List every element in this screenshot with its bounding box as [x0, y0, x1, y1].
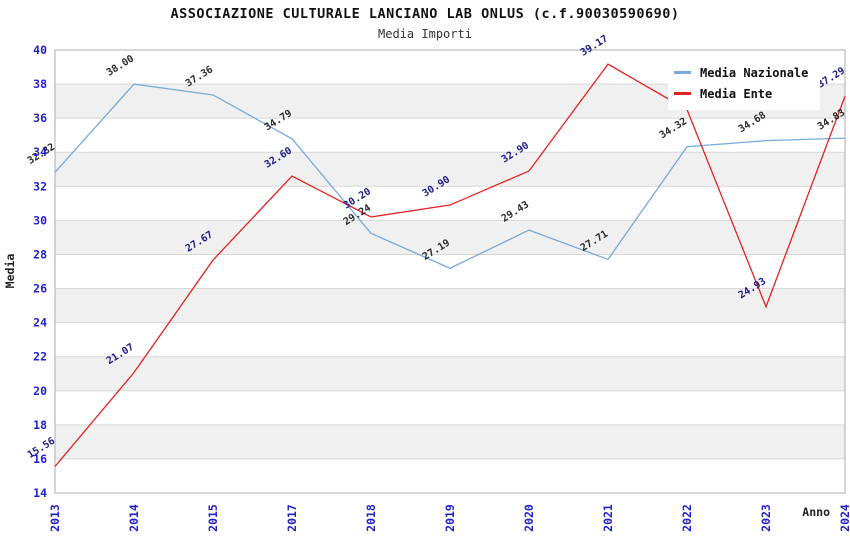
y-tick-label: 24 — [33, 316, 47, 330]
point-label-nazionale-2022: 34.32 — [658, 116, 689, 141]
series-line-media-nazionale — [54, 83, 846, 269]
point-label-nazionale-2014: 38.00 — [105, 53, 136, 78]
y-tick-label: 36 — [33, 111, 47, 125]
grid-band — [55, 288, 845, 323]
y-tick-label: 26 — [33, 282, 47, 296]
y-tick-label: 40 — [33, 43, 47, 57]
y-tick-label: 22 — [33, 350, 47, 364]
grid-band — [55, 220, 845, 255]
legend-swatch-ente-icon — [674, 92, 691, 95]
y-tick-label: 30 — [33, 213, 47, 227]
legend-label-ente: Media Ente — [700, 86, 773, 101]
x-tick-label: 2021 — [601, 504, 615, 532]
x-tick-label: 2020 — [522, 504, 536, 532]
y-tick-label: 32 — [33, 179, 47, 193]
legend: Media Nazionale Media Ente — [668, 58, 820, 110]
x-tick-label: 2015 — [206, 504, 220, 532]
x-tick-label: 2019 — [443, 504, 457, 532]
x-tick-label: 2018 — [364, 504, 378, 532]
x-tick-label: 2017 — [285, 504, 299, 532]
legend-swatch-nazionale-icon — [674, 71, 691, 74]
chart-subtitle: Media Importi — [378, 27, 472, 41]
series-line-media-ente — [54, 63, 846, 467]
y-tick-label: 18 — [33, 418, 47, 432]
x-tick-label: 2014 — [127, 504, 141, 532]
grid-band — [55, 356, 845, 391]
y-tick-label: 16 — [33, 452, 47, 466]
y-axis-title: Media — [3, 254, 17, 289]
x-tick-label: 2022 — [680, 504, 694, 532]
legend-item-media-nazionale: Media Nazionale — [674, 62, 816, 83]
grid-band — [55, 424, 845, 459]
grid-band — [55, 152, 845, 187]
y-tick-label: 28 — [33, 247, 47, 261]
chart-title: ASSOCIAZIONE CULTURALE LANCIANO LAB ONLU… — [170, 6, 680, 22]
y-tick-label: 38 — [33, 77, 47, 91]
y-tick-label: 20 — [33, 384, 47, 398]
y-tick-label: 34 — [33, 145, 47, 159]
x-tick-label: 2013 — [48, 504, 62, 532]
x-axis-title: Anno — [802, 505, 830, 519]
legend-item-media-ente: Media Ente — [674, 83, 816, 104]
x-tick-label: 2024 — [838, 504, 850, 532]
y-tick-label: 14 — [33, 486, 47, 500]
plot-frame — [54, 49, 846, 494]
legend-label-nazionale: Media Nazionale — [700, 65, 809, 80]
x-tick-label: 2023 — [759, 504, 773, 532]
